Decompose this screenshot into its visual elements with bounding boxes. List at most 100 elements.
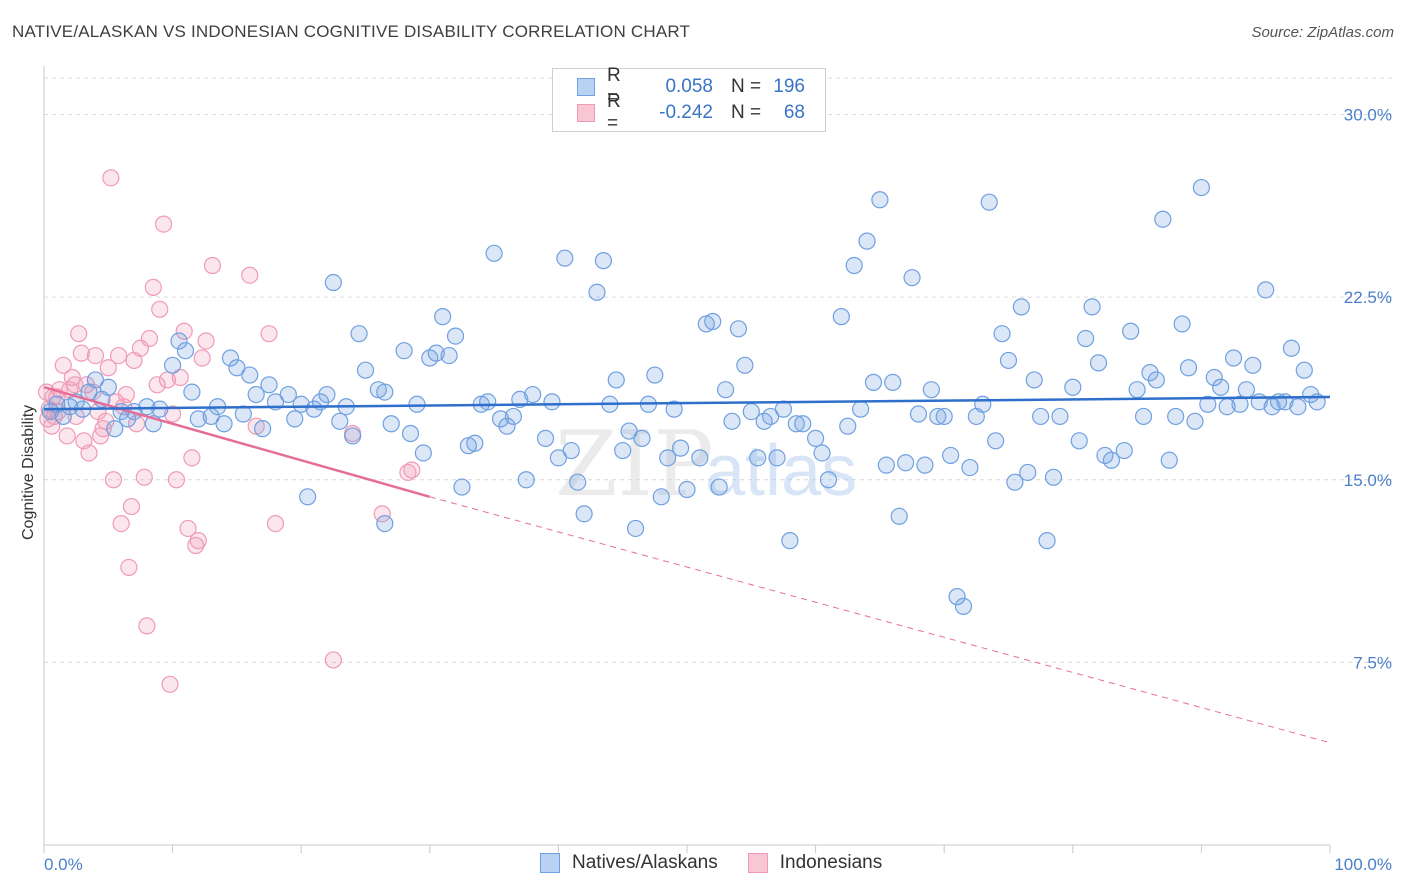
natives-point	[183, 383, 201, 401]
legend-item-indonesians: Indonesians	[747, 852, 882, 874]
natives-point	[1244, 356, 1262, 374]
legend-swatch-indonesians	[577, 104, 595, 122]
indonesians-point	[154, 215, 173, 233]
indonesians-point	[102, 169, 120, 187]
indonesians-point	[104, 471, 123, 489]
natives-point	[1089, 354, 1108, 372]
legend-r-label: R =	[607, 65, 621, 108]
trend-lines	[43, 386, 1331, 744]
indonesians-point	[144, 278, 162, 297]
natives-point	[504, 407, 522, 426]
indonesians-point	[140, 329, 159, 348]
natives-point	[761, 407, 780, 426]
indonesians-point	[66, 376, 84, 394]
natives-point	[646, 366, 664, 384]
natives-point	[974, 395, 992, 413]
legend-r-label: R =	[607, 91, 621, 134]
indonesians-point	[161, 675, 179, 693]
natives-point	[884, 373, 902, 391]
natives-point	[832, 308, 850, 326]
natives-point	[942, 446, 960, 465]
natives-point	[1257, 281, 1275, 299]
natives-point	[1205, 368, 1223, 387]
natives-point	[575, 505, 593, 523]
natives-point	[1282, 339, 1301, 357]
indonesians-point	[403, 461, 421, 479]
natives-point	[909, 405, 928, 423]
natives-point	[659, 449, 677, 467]
natives-point	[710, 478, 728, 496]
natives-point	[903, 269, 921, 287]
legend-label-natives: Natives/Alaskans	[572, 852, 718, 873]
indonesians-point	[117, 385, 135, 404]
legend-swatch-natives	[540, 853, 560, 873]
natives-point	[1212, 378, 1230, 396]
indonesians-point	[120, 558, 138, 577]
natives-point	[318, 385, 336, 404]
natives-point	[279, 385, 297, 404]
legend-row-natives: R = 0.058 N = 196	[577, 65, 805, 108]
legend-r-value: 0.058	[665, 76, 713, 97]
natives-point	[1160, 451, 1178, 469]
natives-point	[1032, 407, 1050, 426]
indonesians-point	[164, 405, 182, 423]
indonesians-point	[70, 325, 88, 343]
natives-point	[1173, 315, 1191, 333]
indonesians-point	[241, 266, 259, 284]
indonesians-point	[58, 427, 76, 445]
legend-n-value: 196	[773, 76, 805, 97]
natives-point	[1012, 298, 1030, 316]
natives-point	[620, 422, 638, 440]
natives-point	[1134, 407, 1153, 426]
natives-point	[1070, 432, 1088, 450]
natives-point	[704, 312, 722, 331]
natives-point	[922, 381, 940, 399]
series-legend: Natives/Alaskans Indonesians	[540, 852, 912, 874]
indonesians-point	[179, 519, 197, 538]
legend-swatch-natives	[577, 78, 595, 96]
natives-point	[839, 417, 857, 435]
natives-point	[440, 346, 458, 365]
natives-point	[594, 252, 613, 270]
natives-point	[376, 514, 394, 533]
natives-point	[749, 449, 767, 467]
natives-point	[961, 458, 979, 477]
y-tick-label: 30.0%	[1344, 106, 1392, 125]
natives-point	[498, 417, 516, 435]
natives-point	[479, 393, 497, 411]
y-tick-label: 22.5%	[1344, 288, 1392, 307]
natives-point	[794, 415, 812, 433]
natives-point	[1025, 371, 1043, 389]
natives-point	[446, 327, 465, 345]
natives-point	[993, 325, 1011, 343]
x-tick-label: 0.0%	[44, 855, 83, 874]
indonesians-point	[54, 356, 72, 374]
natives-point	[897, 454, 915, 472]
natives-point	[999, 351, 1018, 370]
legend-swatch-indonesians	[747, 853, 768, 873]
natives-point	[1064, 378, 1082, 396]
natives-point	[215, 415, 233, 433]
natives-point	[1295, 361, 1313, 379]
natives-point	[414, 444, 432, 462]
natives-point	[768, 449, 786, 467]
natives-point	[453, 478, 471, 496]
natives-point	[716, 381, 735, 399]
indonesians-point	[80, 444, 98, 462]
indonesians-point	[97, 412, 115, 430]
natives-point	[189, 410, 207, 428]
indonesians-point	[324, 651, 342, 669]
natives-point	[254, 420, 272, 438]
indonesians-point	[260, 325, 278, 343]
legend-item-natives: Natives/Alaskans	[540, 852, 718, 874]
natives-point	[164, 356, 182, 374]
indonesians-trend-extension	[429, 496, 1331, 744]
natives-point	[1122, 322, 1140, 340]
natives-point	[344, 427, 362, 445]
natives-point	[466, 434, 484, 452]
natives-point	[221, 349, 240, 367]
indonesians-point	[135, 468, 153, 486]
natives-point	[948, 588, 966, 606]
indonesians-point	[151, 300, 169, 318]
natives-point	[1192, 178, 1211, 197]
